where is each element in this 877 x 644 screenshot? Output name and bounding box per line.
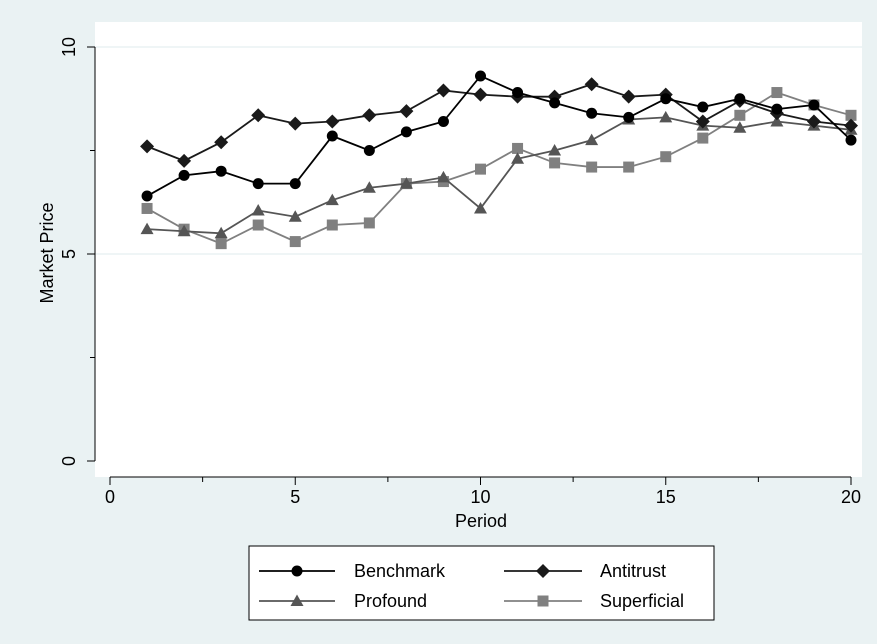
point-antitrust-7 xyxy=(362,108,377,123)
point-antitrust-2 xyxy=(177,153,192,168)
point-benchmark-14 xyxy=(623,111,635,123)
point-profound-1 xyxy=(140,222,154,235)
point-antitrust-16 xyxy=(695,114,710,129)
point-superficial-17 xyxy=(734,109,746,121)
point-profound-9 xyxy=(436,170,450,183)
point-benchmark-11 xyxy=(512,87,524,99)
legend-label-profound: Profound xyxy=(354,591,427,611)
gridlines xyxy=(95,46,862,255)
point-benchmark-19 xyxy=(808,99,820,111)
point-superficial-1 xyxy=(141,202,153,214)
point-benchmark-16 xyxy=(697,101,709,113)
point-benchmark-5 xyxy=(289,178,301,190)
series-profound xyxy=(140,110,858,239)
legend-marker-benchmark xyxy=(291,565,303,577)
point-superficial-20 xyxy=(845,109,857,121)
legend-entries: Benchmark Antitrust Profound Superficial xyxy=(259,561,684,611)
point-superficial-11 xyxy=(512,142,524,154)
point-benchmark-13 xyxy=(586,107,598,119)
legend-label-superficial: Superficial xyxy=(600,591,684,611)
point-benchmark-4 xyxy=(252,178,264,190)
series-benchmark xyxy=(141,70,857,202)
point-superficial-14 xyxy=(623,161,635,173)
legend-label-antitrust: Antitrust xyxy=(600,561,666,581)
point-profound-8 xyxy=(399,177,413,189)
series-layer xyxy=(140,70,858,250)
point-profound-2 xyxy=(177,224,191,237)
point-profound-12 xyxy=(548,144,562,156)
point-antitrust-3 xyxy=(214,135,229,150)
point-superficial-5 xyxy=(289,236,301,248)
point-antitrust-13 xyxy=(584,77,599,92)
point-profound-5 xyxy=(288,210,302,222)
point-antitrust-14 xyxy=(621,89,636,104)
point-profound-13 xyxy=(585,133,599,146)
point-antitrust-5 xyxy=(288,116,303,131)
point-benchmark-17 xyxy=(734,93,746,105)
point-benchmark-9 xyxy=(437,116,449,128)
legend-marker-profound xyxy=(290,594,304,606)
y-axis-title: Market Price xyxy=(37,202,57,303)
x-tick-label-5: 5 xyxy=(290,487,300,507)
point-profound-3 xyxy=(214,226,228,239)
y-tick-label-5: 5 xyxy=(59,249,79,259)
y-tick-label-10: 10 xyxy=(59,37,79,57)
point-benchmark-15 xyxy=(660,93,672,105)
point-profound-17 xyxy=(733,121,747,133)
point-superficial-18 xyxy=(771,87,783,99)
point-profound-10 xyxy=(474,201,487,214)
legend-label-benchmark: Benchmark xyxy=(354,561,446,581)
point-antitrust-6 xyxy=(325,114,340,129)
point-antitrust-9 xyxy=(436,83,451,98)
point-superficial-3 xyxy=(215,238,227,250)
legend: Benchmark Antitrust Profound Superficial xyxy=(248,545,715,621)
point-antitrust-1 xyxy=(140,139,155,154)
point-benchmark-6 xyxy=(326,130,338,142)
point-profound-15 xyxy=(659,110,673,123)
point-superficial-16 xyxy=(697,132,709,144)
legend-marker-antitrust xyxy=(536,564,550,578)
point-superficial-10 xyxy=(475,163,486,175)
point-profound-7 xyxy=(362,181,376,193)
point-benchmark-8 xyxy=(400,126,412,138)
x-tick-label-0: 0 xyxy=(105,487,115,507)
point-superficial-4 xyxy=(252,219,264,231)
x-tick-label-20: 20 xyxy=(841,487,861,507)
point-antitrust-8 xyxy=(399,104,414,119)
point-antitrust-20 xyxy=(844,118,858,133)
legend-marker-superficial xyxy=(537,595,549,607)
point-profound-18 xyxy=(770,115,784,127)
point-superficial-13 xyxy=(586,161,598,173)
point-benchmark-20 xyxy=(845,134,857,146)
point-profound-4 xyxy=(251,204,265,216)
series-line-antitrust xyxy=(146,83,852,162)
point-antitrust-10 xyxy=(473,87,488,102)
x-tick-label-15: 15 xyxy=(656,487,676,507)
legend-box xyxy=(248,545,715,621)
axes: 0 5 10 0 5 10 15 20 xyxy=(59,37,861,507)
point-benchmark-12 xyxy=(549,97,561,109)
point-profound-11 xyxy=(511,152,525,164)
point-superficial-12 xyxy=(549,157,561,169)
point-superficial-6 xyxy=(326,219,338,231)
point-antitrust-4 xyxy=(251,108,266,123)
point-benchmark-10 xyxy=(475,70,486,82)
point-benchmark-3 xyxy=(215,165,227,177)
point-benchmark-1 xyxy=(141,190,153,202)
series-line-profound xyxy=(146,116,852,235)
series-line-superficial xyxy=(146,91,852,245)
point-benchmark-2 xyxy=(178,169,190,181)
x-axis-title: Period xyxy=(455,511,507,531)
x-tick-label-10: 10 xyxy=(470,487,490,507)
point-profound-6 xyxy=(325,193,339,206)
point-benchmark-18 xyxy=(771,103,783,115)
point-benchmark-7 xyxy=(363,145,375,156)
point-superficial-7 xyxy=(363,217,375,229)
point-superficial-15 xyxy=(660,151,672,163)
y-tick-label-0: 0 xyxy=(59,456,79,466)
series-line-benchmark xyxy=(146,74,852,197)
point-antitrust-19 xyxy=(806,114,821,129)
